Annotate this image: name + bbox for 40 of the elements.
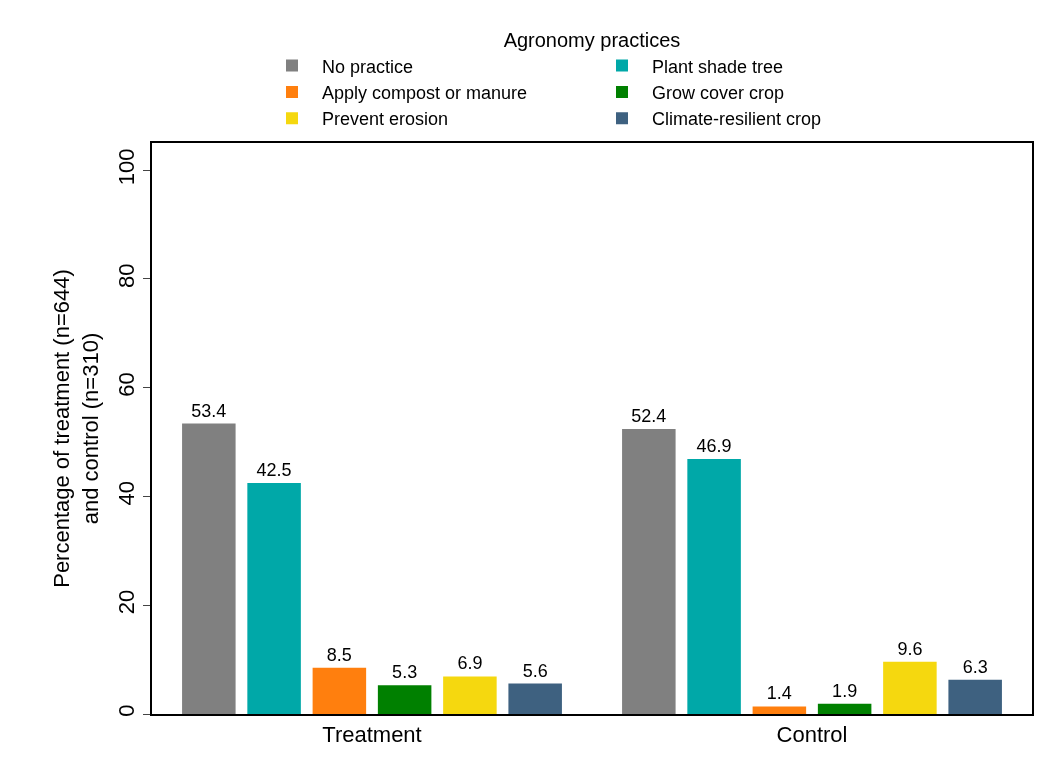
y-tick-label: 60	[114, 372, 140, 397]
data-label: 1.4	[766, 683, 792, 704]
bar	[443, 676, 497, 714]
legend-label: Prevent erosion	[322, 109, 449, 130]
bar	[622, 429, 676, 714]
x-tick-label: Treatment	[322, 722, 422, 748]
bar	[817, 703, 872, 714]
y-tick-label: 100	[114, 148, 140, 186]
bar	[752, 706, 807, 714]
y-tick-label: 20	[114, 589, 140, 615]
legend-label: Grow cover crop	[652, 82, 785, 103]
data-label: 52.4	[631, 406, 667, 427]
legend-label: Plant shade tree	[652, 56, 784, 77]
legend-label: Climate-resilient crop	[652, 109, 822, 130]
bar	[312, 667, 367, 714]
y-tick-label: 80	[114, 263, 140, 288]
x-tick-label: Control	[776, 722, 848, 748]
bar	[687, 458, 741, 714]
data-label: 6.3	[962, 656, 988, 677]
bar	[948, 679, 1002, 714]
data-label: 1.9	[832, 680, 858, 701]
legend-title: Agronomy practices	[503, 29, 681, 52]
data-label: 42.5	[256, 459, 292, 480]
legend-label: Apply compost or manure	[322, 82, 528, 103]
data-label: 5.6	[522, 660, 548, 681]
bar	[182, 423, 236, 714]
data-label: 9.6	[897, 638, 923, 659]
y-tick-label: 40	[114, 480, 140, 506]
data-label: 53.4	[191, 400, 227, 421]
bar	[883, 661, 937, 714]
data-label: 8.5	[326, 644, 352, 665]
bar	[508, 683, 562, 714]
bar	[377, 685, 432, 714]
data-label: 6.9	[457, 653, 483, 674]
data-label: 5.3	[392, 662, 418, 683]
bar	[247, 482, 301, 714]
y-tick-label: 0	[114, 704, 140, 717]
legend-label: No practice	[322, 56, 414, 77]
y-axis-title: Percentage of treatment (n=644) and control (n=310)	[49, 269, 103, 588]
data-label: 46.9	[696, 435, 732, 456]
